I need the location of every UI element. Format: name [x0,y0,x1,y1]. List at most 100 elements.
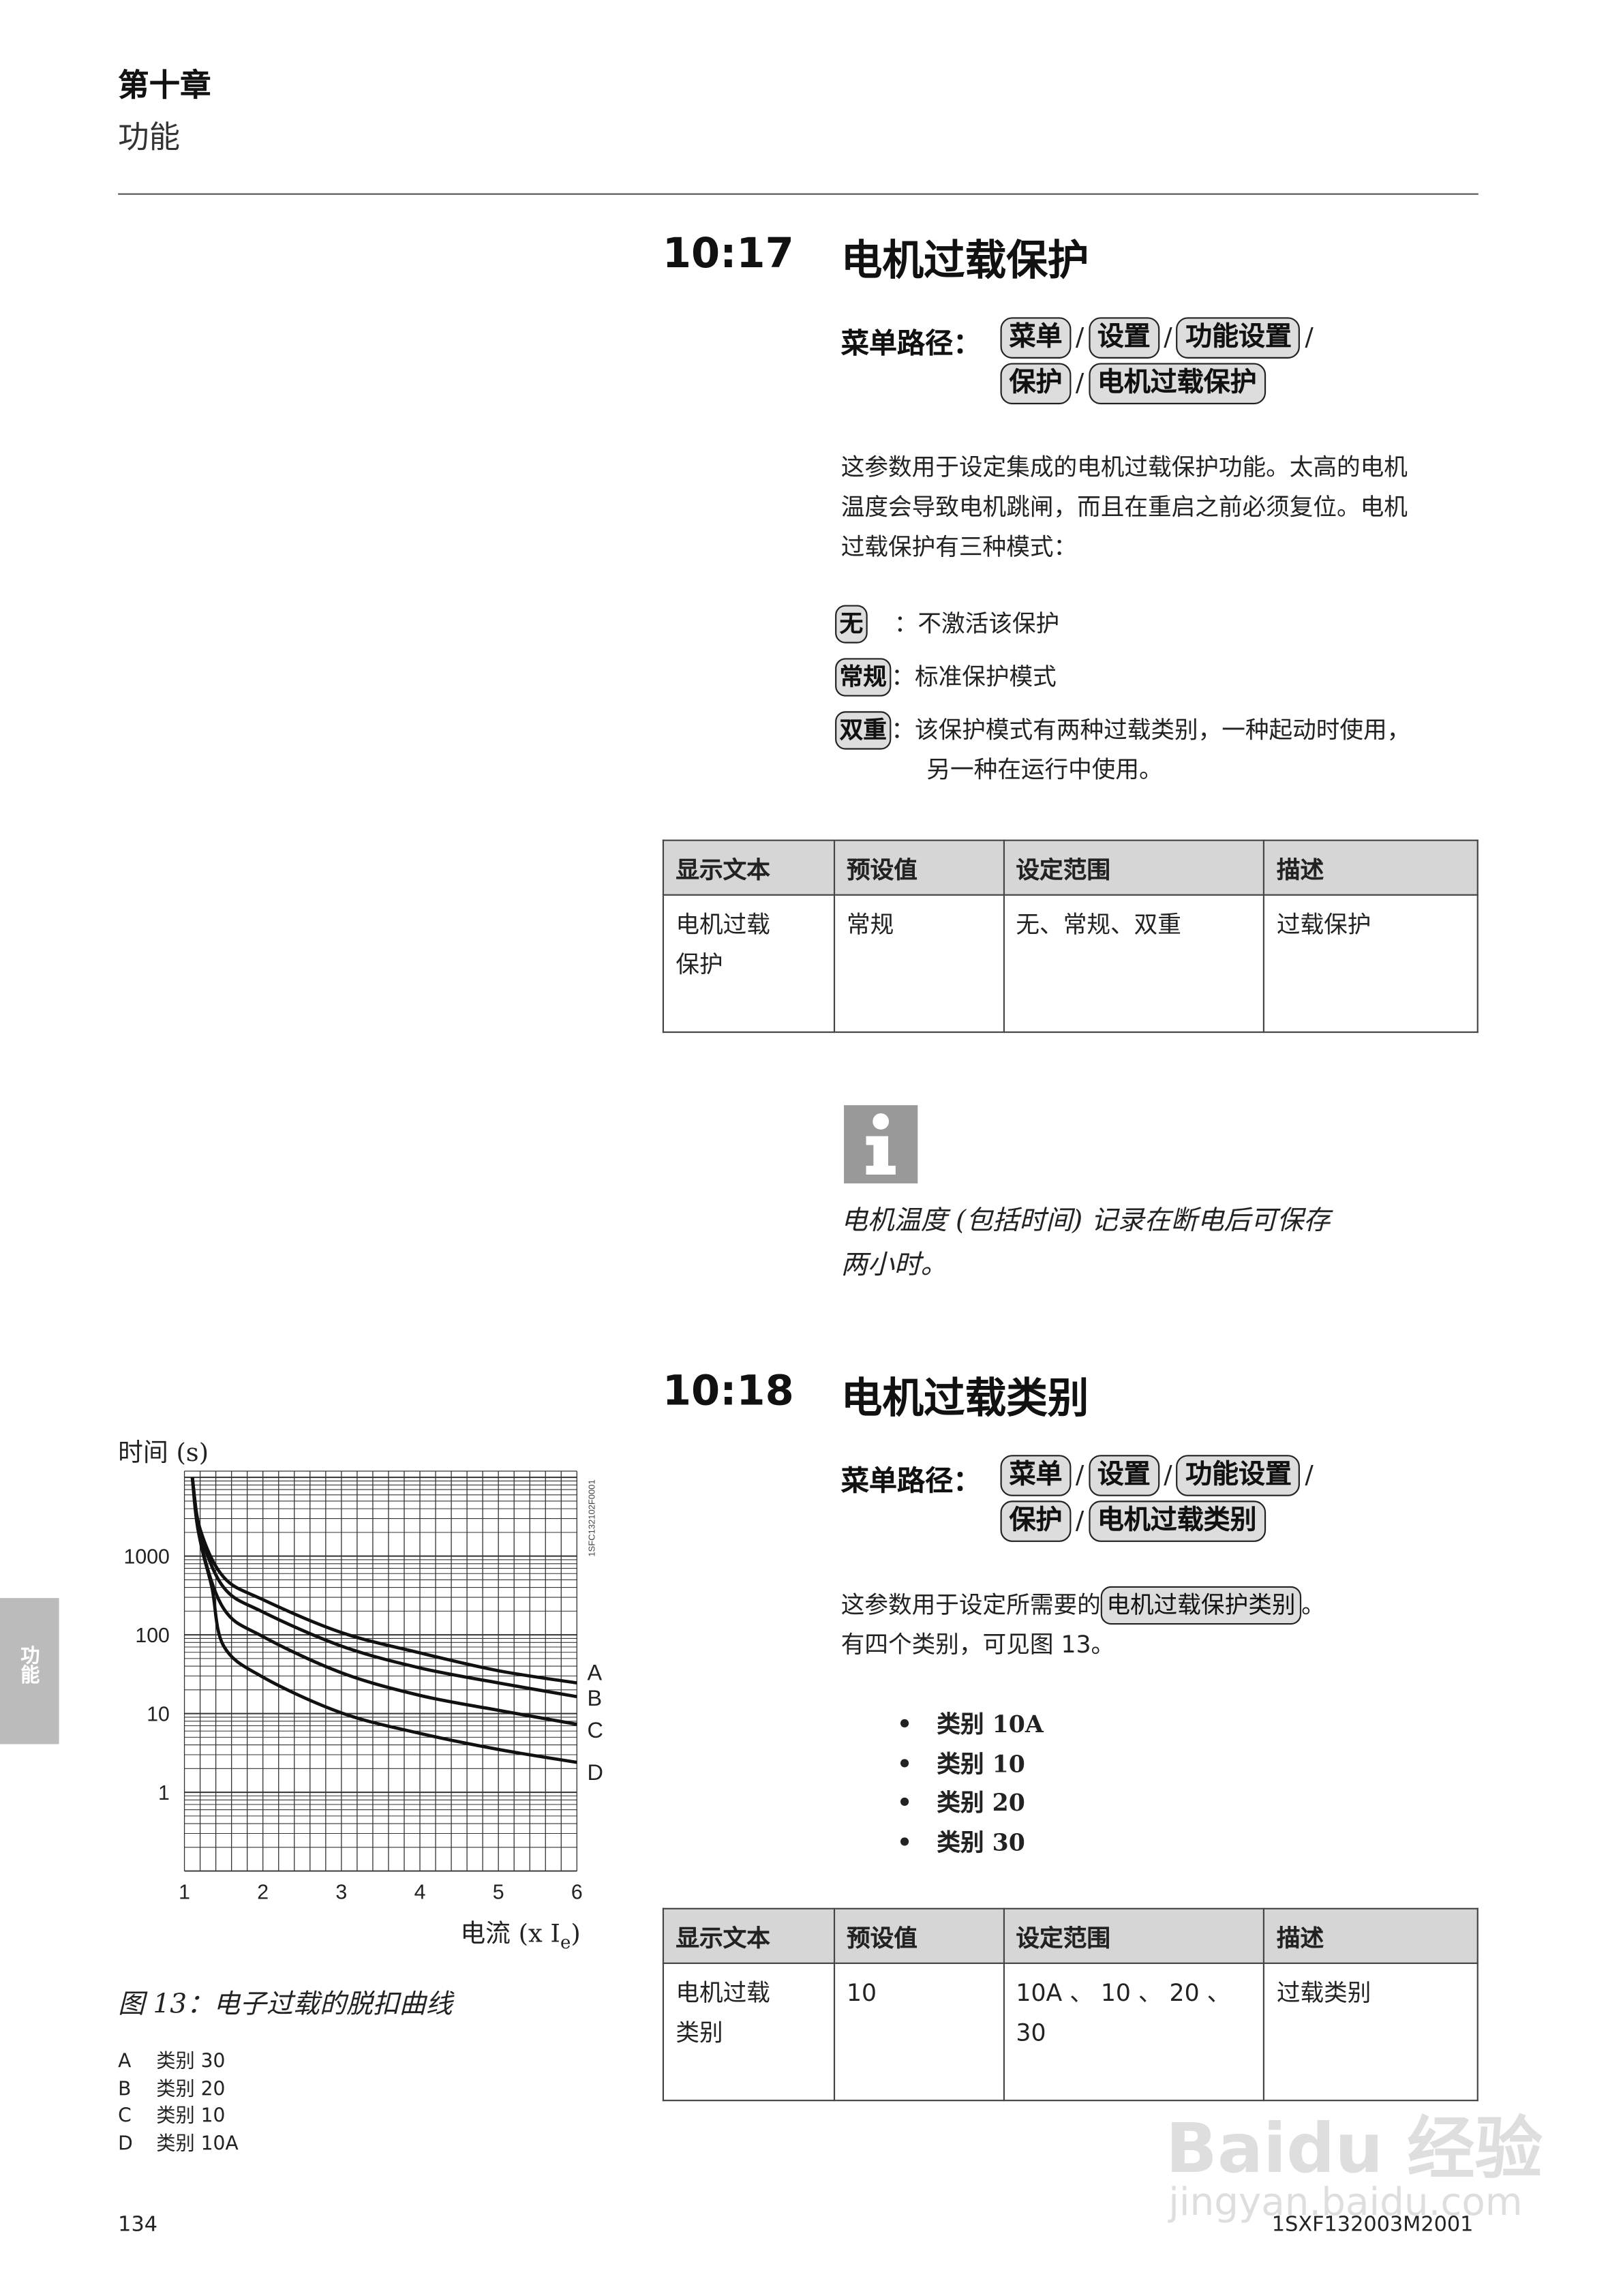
option-text: ：该保护模式有两种过载类别，一种起动时使用， [891,715,1411,744]
parameter-table: 显示文本 预设值 设定范围 描述 电机过载 保护 常规 无、常规、双重 过载保护 [662,839,1478,1033]
parameter-key: 电机过载保护类别 [1100,1586,1302,1625]
menu-path-line1: 菜单 / 设置 / 功能设置 / [1000,317,1318,359]
curve-label: D [587,1760,603,1785]
x-tick-label: 4 [414,1882,426,1904]
figure-caption: 图 13：电子过载的脱扣曲线 [118,1989,453,2021]
option-key: 常规 [835,658,892,697]
option-text: ：不激活该保护 [894,609,1060,638]
menu-path-line2: 保护 / 电机过载保护 [1000,363,1266,405]
list-item: • 类别 20 [897,1788,1025,1817]
table-header: 设定范围 [1002,1907,1265,1964]
description-line: 这参数用于设定集成的电机过载保护功能。太高的电机 [840,453,1408,481]
chapter-number: 第十章 [118,67,211,104]
note-line: 两小时。 [840,1250,947,1281]
description: 这参数用于设定集成的电机过载保护功能。太高的电机 温度会导致电机跳闸，而且在重启… [841,447,1408,567]
curve-label: B [587,1686,602,1710]
header-divider [118,193,1478,195]
chart-legend: A 类别 30 B 类别 20 C 类别 10 D 类别 10A [118,2049,239,2158]
menu-key: 电机过载保护 [1088,363,1266,405]
category-list: • 类别 10A • 类别 10 • 类别 20 • 类别 30 [897,1706,1044,1862]
option-none: 无 ：不激活该保护 [835,603,1060,644]
parameter-table: 显示文本 预设值 设定范围 描述 电机过载 类别 10 10A 、 10 、 2… [662,1907,1478,2102]
legend-entry: B 类别 20 [118,2078,226,2101]
table-header: 描述 [1263,839,1478,896]
description: 这参数用于设定所需要的 电机过载保护类别。 有四个类别，可见图 13。 [841,1585,1325,1665]
option-key: 双重 [835,711,892,750]
description-line: 过载保护有三种模式： [840,532,1078,561]
chapter-title: 功能 [118,119,181,155]
menu-key: 功能设置 [1177,1455,1301,1496]
menu-key: 保护 [1000,363,1072,405]
table-header: 显示文本 [662,1907,835,1964]
y-tick-label: 1 [158,1782,170,1804]
option-dual: 双重 ：该保护模式有两种过载类别，一种起动时使用， [835,710,1411,750]
description-text: 。 [1301,1590,1325,1619]
list-item: • 类别 30 [897,1828,1025,1856]
table-cell: 10A 、 10 、 20 、 30 [1002,1962,1265,2102]
y-tick-label: 100 [135,1625,170,1647]
section-number: 10:17 [662,228,794,277]
table-cell: 过载类别 [1263,1962,1478,2102]
x-tick-label: 5 [493,1882,504,1904]
x-tick-label: 6 [571,1882,583,1904]
y-axis-label: 时间 (s) [118,1438,209,1468]
side-tab: 功能 [0,1598,59,1744]
menu-key: 功能设置 [1177,317,1301,359]
table-header: 预设值 [833,839,1005,896]
menu-path-line2: 保护 / 电机过载类别 [1000,1500,1266,1542]
document-id: 1SXF132003M2001 [1271,2213,1474,2237]
table-header: 预设值 [833,1907,1005,1964]
info-icon [844,1105,918,1183]
legend-entry: D 类别 10A [118,2132,239,2156]
description-line: 有四个类别，可见图 13。 [840,1630,1115,1659]
menu-key: 设置 [1088,317,1159,359]
curve-label: A [587,1660,602,1685]
table-header-row: 显示文本 预设值 设定范围 描述 [662,1907,1478,1964]
side-tab-label: 功能 [16,1645,39,1684]
list-item: • 类别 10A [897,1710,1044,1738]
menu-key: 菜单 [1000,317,1072,359]
table-cell: 电机过载 保护 [662,894,835,1033]
figure-code: 1SFC132102F0001 [586,1479,596,1556]
legend-entry: C 类别 10 [118,2105,226,2128]
table-header: 描述 [1263,1907,1478,1964]
note: 电机温度 (包括时间) 记录在断电后可保存 两小时。 [841,1200,1331,1288]
table-header: 设定范围 [1002,839,1265,896]
menu-path-line1: 菜单 / 设置 / 功能设置 / [1000,1455,1318,1496]
menu-key: 菜单 [1000,1455,1072,1496]
table-cell: 电机过载 类别 [662,1962,835,2102]
table-header: 显示文本 [662,839,835,896]
table-cell: 10 [833,1962,1005,2102]
section-number: 10:18 [662,1366,794,1415]
x-tick-label: 2 [257,1882,269,1904]
section-title: 电机过载保护 [840,236,1089,285]
note-line: 电机温度 (包括时间) 记录在断电后可保存 [840,1205,1331,1237]
table-row: 电机过载 类别 10 10A 、 10 、 20 、 30 过载类别 [662,1962,1478,2102]
menu-path-label: 菜单路径： [840,327,982,361]
legend-entry: A 类别 30 [118,2051,226,2074]
menu-key: 电机过载类别 [1088,1500,1266,1542]
menu-key: 设置 [1088,1455,1159,1496]
y-tick-label: 10 [147,1703,170,1725]
description-text: 这参数用于设定所需要的 [840,1590,1101,1619]
x-tick-label: 3 [335,1882,347,1904]
table-cell: 无、常规、双重 [1002,894,1265,1033]
watermark-url: jingyan.baidu.com [1168,2181,1523,2226]
table-row: 电机过载 保护 常规 无、常规、双重 过载保护 [662,894,1478,1033]
option-text: ：标准保护模式 [891,662,1057,691]
option-key: 无 [835,605,868,644]
watermark-logo: Baidu 经验 [1165,2109,1543,2188]
table-cell: 过载保护 [1263,894,1478,1033]
option-normal: 常规 ：标准保护模式 [835,656,1057,697]
y-tick-label: 1000 [124,1545,170,1568]
list-item: • 类别 10 [897,1749,1025,1778]
table-cell: 常规 [833,894,1005,1033]
x-axis-label: 电流 (x Ie) [460,1920,581,1953]
menu-key: 保护 [1000,1500,1072,1542]
table-header-row: 显示文本 预设值 设定范围 描述 [662,839,1478,896]
curve-label: C [587,1718,603,1742]
curve-b [190,1477,577,1699]
x-tick-label: 1 [179,1882,190,1904]
